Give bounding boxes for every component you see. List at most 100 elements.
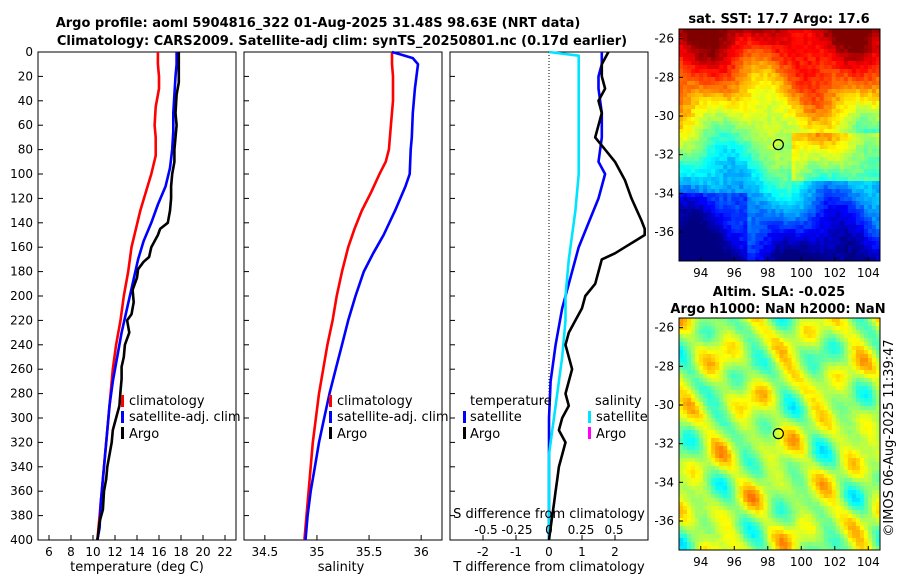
map-cell bbox=[835, 137, 841, 142]
map-cell bbox=[727, 326, 732, 331]
map-cell bbox=[843, 177, 849, 182]
map-cell bbox=[807, 133, 813, 138]
map-cell bbox=[847, 193, 853, 198]
title-line-1: Argo profile: aoml 5904816_322 01-Aug-20… bbox=[56, 16, 581, 31]
map-cell bbox=[679, 53, 684, 58]
map-cell bbox=[735, 29, 740, 34]
map-cell bbox=[723, 346, 728, 351]
map-cell bbox=[711, 137, 716, 142]
map-cell bbox=[683, 153, 688, 158]
map-cell bbox=[847, 370, 853, 375]
map-cell bbox=[723, 109, 728, 114]
map-cell bbox=[731, 253, 736, 258]
map-cell bbox=[747, 49, 752, 54]
map-cell bbox=[867, 81, 873, 86]
map-cell bbox=[787, 97, 792, 102]
map-cell bbox=[699, 121, 704, 126]
map-cell bbox=[775, 69, 780, 74]
map-cell bbox=[727, 161, 732, 166]
map-cell bbox=[723, 133, 728, 138]
map-cell bbox=[795, 406, 800, 411]
map-cell bbox=[815, 237, 821, 242]
map-cell bbox=[747, 193, 752, 198]
map-cell bbox=[763, 205, 768, 210]
map-cell bbox=[687, 225, 692, 230]
map-cell bbox=[679, 434, 684, 439]
map-cell bbox=[767, 85, 772, 90]
map-cell bbox=[815, 386, 821, 391]
map-cell bbox=[827, 165, 833, 170]
map-cell bbox=[799, 61, 805, 66]
map-cell bbox=[679, 45, 684, 50]
map-cell bbox=[707, 129, 712, 134]
map-cell bbox=[735, 346, 740, 351]
map-cell bbox=[687, 378, 692, 383]
map-cell bbox=[799, 137, 805, 142]
map-cell bbox=[743, 257, 748, 261]
map-cell bbox=[683, 318, 688, 323]
map-cell bbox=[771, 406, 776, 411]
map-cell bbox=[703, 41, 708, 46]
map-cell bbox=[807, 189, 813, 194]
map-cell bbox=[839, 253, 845, 258]
map-cell bbox=[763, 33, 768, 38]
map-cell bbox=[751, 446, 756, 451]
map-cell bbox=[695, 157, 700, 162]
map-cell bbox=[855, 426, 861, 431]
map-cell bbox=[719, 177, 724, 182]
map-cell bbox=[871, 394, 877, 399]
map-cell bbox=[823, 85, 829, 90]
map-cell bbox=[859, 406, 865, 411]
map-cell bbox=[807, 73, 813, 78]
map-cell bbox=[843, 49, 849, 54]
map-cell bbox=[687, 157, 692, 162]
map-cell bbox=[823, 386, 829, 391]
map-cell bbox=[803, 141, 809, 146]
s-difference-ticks: -0.5 -0.25 0 0.25 0.5 bbox=[474, 523, 623, 537]
map-cell bbox=[831, 374, 837, 379]
map-cell bbox=[787, 418, 792, 423]
map-cell bbox=[751, 129, 756, 134]
map-cell bbox=[731, 97, 736, 102]
map-cell bbox=[851, 169, 857, 174]
map-cell bbox=[703, 169, 708, 174]
map-cell bbox=[831, 189, 837, 194]
map-cell bbox=[827, 318, 833, 323]
map-cell bbox=[815, 446, 821, 451]
map-cell bbox=[691, 330, 696, 335]
map-cell bbox=[743, 450, 748, 455]
map-cell bbox=[847, 145, 853, 150]
map-cell bbox=[751, 161, 756, 166]
map-cell bbox=[731, 137, 736, 142]
map-cell bbox=[779, 466, 784, 471]
map-cell bbox=[703, 165, 708, 170]
map-cell bbox=[859, 414, 865, 419]
map-cell bbox=[747, 209, 752, 214]
map-cell bbox=[707, 93, 712, 98]
map-cell bbox=[747, 129, 752, 134]
map-cell bbox=[811, 65, 817, 70]
map-cell bbox=[871, 197, 877, 202]
map-cell bbox=[875, 253, 880, 258]
map-cell bbox=[687, 418, 692, 423]
map-cell bbox=[799, 334, 805, 339]
map-cell bbox=[767, 229, 772, 234]
map-cell bbox=[679, 438, 684, 443]
map-cell bbox=[867, 358, 873, 363]
map-cell bbox=[679, 125, 684, 130]
map-cell bbox=[803, 342, 809, 347]
map-cell bbox=[823, 189, 829, 194]
map-cell bbox=[815, 414, 821, 419]
map-cell bbox=[699, 165, 704, 170]
map-cell bbox=[787, 338, 792, 343]
map-cell bbox=[731, 398, 736, 403]
map-cell bbox=[735, 338, 740, 343]
map-cell bbox=[783, 33, 788, 38]
map-cell bbox=[855, 322, 861, 327]
map-cell bbox=[807, 105, 813, 110]
map-cell bbox=[771, 61, 776, 66]
map-cell bbox=[771, 346, 776, 351]
map-cell bbox=[823, 101, 829, 106]
map-cell bbox=[875, 153, 880, 158]
map-cell bbox=[803, 97, 809, 102]
